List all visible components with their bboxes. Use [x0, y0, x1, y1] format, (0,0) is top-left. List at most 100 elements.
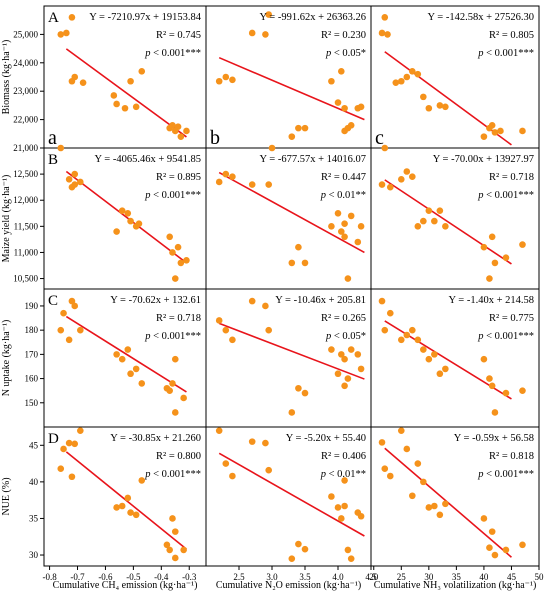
regression-line: [218, 171, 365, 254]
data-point: [301, 124, 309, 132]
data-point: [338, 228, 345, 235]
data-point: [386, 309, 394, 317]
data-point: [118, 207, 126, 214]
data-point: [347, 121, 355, 129]
p-value-label: p < 0.001***: [144, 469, 201, 480]
data-point: [502, 254, 510, 261]
x-tick-label: -0.5: [126, 572, 141, 582]
data-point: [288, 555, 296, 562]
y-tick-label: 24,000: [13, 58, 38, 68]
data-point: [121, 104, 129, 112]
data-point: [63, 29, 70, 37]
data-point: [420, 478, 427, 486]
data-point: [68, 473, 76, 481]
regression-equation: Y = -991.62x + 26363.26: [259, 12, 366, 23]
x-tick-label: -0.7: [70, 572, 85, 582]
x-tick-label: 4.5: [365, 572, 377, 582]
y-tick-label: 30: [29, 550, 39, 560]
data-point: [60, 309, 67, 317]
data-point: [71, 170, 79, 178]
y-tick-label: 160: [25, 374, 39, 384]
data-point: [497, 127, 504, 135]
regression-line: [384, 179, 512, 265]
data-point: [57, 465, 65, 473]
data-point: [488, 121, 496, 129]
data-point: [425, 355, 433, 363]
data-point: [491, 409, 499, 416]
data-point: [166, 387, 173, 394]
data-point: [171, 528, 179, 535]
panel-sublabel: b: [210, 127, 220, 149]
data-point: [488, 233, 496, 241]
x-tick-label: -0.3: [182, 572, 197, 582]
data-point: [222, 460, 230, 467]
data-point: [491, 551, 499, 559]
x-tick-label: 45: [507, 572, 517, 582]
data-point: [113, 351, 120, 358]
y-tick-label: 21,000: [13, 143, 38, 153]
r-squared-label: R² = 0.718: [156, 313, 201, 324]
regression-equation: Y = -10.46x + 205.81: [275, 295, 366, 306]
data-point: [334, 99, 342, 106]
p-value-label: p < 0.05*: [325, 48, 366, 59]
data-point: [344, 546, 352, 554]
data-point: [215, 178, 223, 186]
panel-sublabel: c: [375, 127, 384, 149]
y-tick-label: 180: [25, 325, 39, 335]
data-point: [488, 382, 496, 390]
data-point: [127, 77, 134, 85]
data-point: [334, 209, 342, 217]
regression-equation: Y = -70.00x + 13927.97: [433, 154, 534, 165]
data-point: [265, 326, 273, 334]
data-point: [431, 351, 438, 358]
data-point: [288, 409, 296, 416]
data-point: [183, 256, 190, 264]
row-label: D: [48, 431, 59, 447]
data-point: [414, 336, 422, 344]
panel-frame: [205, 426, 372, 567]
panel-frame: [370, 5, 540, 149]
r-squared-label: R² = 0.775: [489, 313, 534, 324]
y-tick-label: 45: [29, 440, 39, 450]
x-tick-label: 20: [369, 572, 379, 582]
x-tick-label: 3.0: [266, 572, 278, 582]
regression-equation: Y = -7210.97x + 19153.84: [89, 12, 202, 23]
data-point: [177, 259, 185, 267]
data-point: [222, 170, 230, 178]
data-point: [171, 275, 179, 282]
data-point: [77, 178, 84, 186]
data-point: [163, 541, 171, 549]
y-tick-label: 22,000: [13, 115, 38, 125]
data-point: [229, 76, 236, 84]
x-tick-label: 4.0: [332, 572, 344, 582]
data-point: [71, 73, 79, 81]
data-point: [124, 494, 132, 502]
data-point: [519, 541, 526, 549]
data-point: [519, 241, 526, 248]
data-point: [295, 243, 302, 251]
data-point: [381, 144, 389, 152]
data-point: [180, 546, 187, 554]
data-point: [519, 127, 526, 135]
data-point: [169, 249, 176, 256]
y-tick-label: 40: [29, 477, 39, 487]
data-point: [414, 460, 422, 467]
y-tick-label: 170: [25, 349, 39, 359]
regression-equation: Y = -0.59x + 56.58: [454, 433, 534, 444]
data-point: [262, 31, 269, 38]
y-axis-label: NUE (%): [1, 477, 12, 515]
panel-frame: [370, 288, 540, 428]
data-point: [480, 355, 488, 363]
data-point: [480, 515, 488, 522]
data-point: [381, 14, 389, 21]
data-point: [420, 346, 427, 353]
y-tick-label: 12,500: [13, 169, 38, 179]
data-point: [409, 326, 416, 334]
x-tick-label: 2.5: [233, 572, 245, 582]
data-point: [328, 77, 335, 85]
data-point: [135, 220, 143, 228]
data-point: [124, 346, 132, 353]
data-point: [409, 173, 416, 181]
data-point: [344, 375, 352, 382]
